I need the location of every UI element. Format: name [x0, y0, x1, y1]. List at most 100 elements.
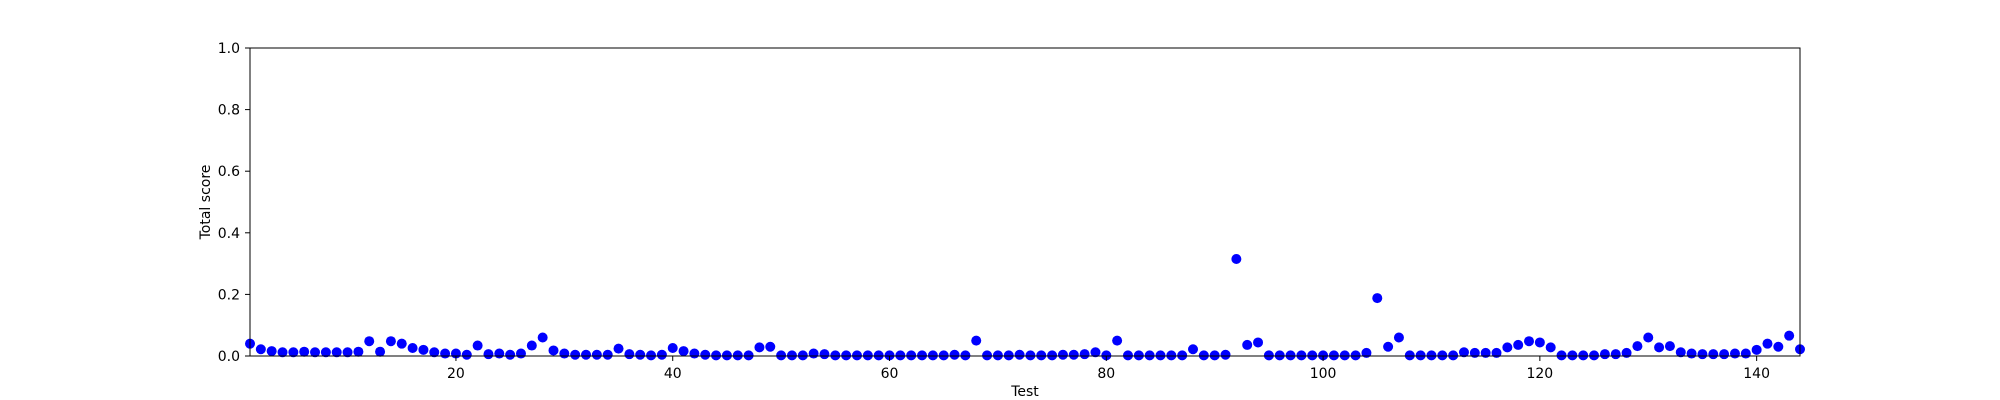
- y-tick-label: 0.8: [218, 103, 240, 119]
- data-point: [1112, 335, 1123, 346]
- data-point: [1729, 348, 1740, 359]
- data-point: [494, 348, 505, 359]
- data-point: [602, 349, 613, 360]
- data-point: [862, 350, 873, 361]
- data-point: [1090, 347, 1101, 358]
- data-point: [1404, 350, 1415, 361]
- data-point: [1610, 349, 1621, 360]
- data-point: [1177, 350, 1188, 361]
- data-point: [1133, 350, 1144, 361]
- y-tick-label: 1.0: [218, 41, 240, 57]
- data-point: [819, 349, 830, 360]
- data-point: [1393, 332, 1404, 343]
- data-point: [906, 350, 917, 361]
- data-point: [1643, 332, 1654, 343]
- data-point: [1036, 350, 1047, 361]
- data-point: [1784, 330, 1795, 341]
- data-point: [1458, 347, 1469, 358]
- data-point: [1003, 350, 1014, 361]
- data-point: [1534, 337, 1545, 348]
- data-point: [429, 347, 440, 358]
- data-point: [765, 341, 776, 352]
- data-point: [1632, 341, 1643, 352]
- plot-frame: [249, 47, 1801, 357]
- data-point: [255, 344, 266, 355]
- data-point: [1675, 347, 1686, 358]
- data-point: [1719, 349, 1730, 360]
- data-point: [938, 350, 949, 361]
- data-point: [1686, 348, 1697, 359]
- data-point: [1144, 350, 1155, 361]
- data-point: [646, 350, 657, 361]
- data-point: [1524, 336, 1535, 347]
- data-point: [396, 338, 407, 349]
- data-point: [1242, 339, 1253, 350]
- data-point: [841, 350, 852, 361]
- data-point: [1122, 350, 1133, 361]
- data-point: [1578, 350, 1589, 361]
- data-point: [895, 350, 906, 361]
- data-point: [1448, 350, 1459, 361]
- y-axis-label: Total score: [198, 165, 214, 241]
- x-tick-label: 40: [664, 366, 682, 382]
- data-point: [1285, 350, 1296, 361]
- data-point: [461, 349, 472, 360]
- data-point: [1263, 350, 1274, 361]
- plot-background: [250, 48, 1800, 356]
- data-point: [570, 349, 581, 360]
- data-point: [342, 347, 353, 358]
- data-point: [1415, 350, 1426, 361]
- data-point: [1253, 337, 1264, 348]
- data-point: [1773, 341, 1784, 352]
- data-point: [1589, 350, 1600, 361]
- data-point: [786, 350, 797, 361]
- data-point: [320, 347, 331, 358]
- data-point: [1545, 342, 1556, 353]
- data-point: [689, 348, 700, 359]
- data-point: [711, 350, 722, 361]
- data-point: [1025, 350, 1036, 361]
- data-point: [364, 336, 375, 347]
- data-point: [851, 350, 862, 361]
- data-point: [277, 347, 288, 358]
- data-point: [1621, 347, 1632, 358]
- data-point: [873, 350, 884, 361]
- x-tick-label: 100: [1310, 366, 1337, 382]
- data-point: [1328, 350, 1339, 361]
- data-point: [960, 350, 971, 361]
- data-point: [613, 343, 624, 354]
- data-point: [1502, 342, 1513, 353]
- data-point: [1231, 253, 1242, 264]
- data-point: [1101, 350, 1112, 361]
- x-tick-label: 120: [1526, 366, 1553, 382]
- x-tick-label: 20: [447, 366, 465, 382]
- data-point: [1372, 293, 1383, 304]
- data-point: [1307, 350, 1318, 361]
- data-point: [743, 350, 754, 361]
- data-point: [505, 349, 516, 360]
- x-axis-ticks: 20 40 60 80 100 120 140: [447, 356, 1770, 382]
- data-point: [591, 349, 602, 360]
- data-point: [678, 346, 689, 357]
- data-point: [1318, 350, 1329, 361]
- data-point: [375, 346, 386, 357]
- y-axis-ticks: 0.0 0.2 0.4 0.6 0.8 1.0: [218, 41, 250, 365]
- data-point: [1166, 350, 1177, 361]
- data-point: [1068, 349, 1079, 360]
- data-point: [808, 348, 819, 359]
- data-point: [1664, 341, 1675, 352]
- data-point: [1014, 349, 1025, 360]
- data-point: [1155, 350, 1166, 361]
- data-point: [440, 348, 451, 359]
- data-point: [949, 349, 960, 360]
- data-point: [331, 347, 342, 358]
- data-point: [1361, 347, 1372, 358]
- data-point: [1296, 350, 1307, 361]
- data-point: [407, 342, 418, 353]
- y-tick-label: 0.4: [218, 226, 240, 242]
- x-tick-label: 140: [1743, 366, 1770, 382]
- data-point: [1751, 344, 1762, 355]
- data-point: [1047, 350, 1058, 361]
- data-point: [472, 340, 483, 351]
